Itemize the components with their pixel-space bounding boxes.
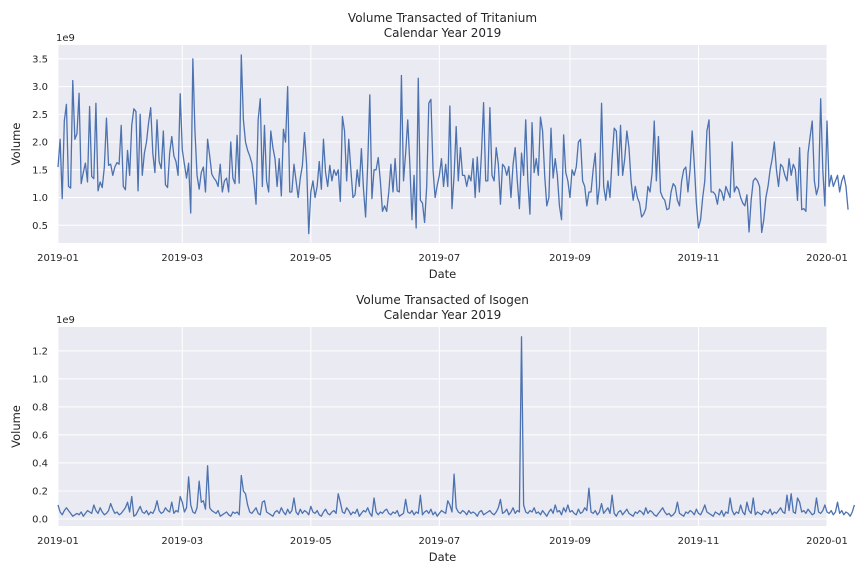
y-axis-offset-label: 1e9: [56, 33, 75, 44]
x-tick-labels: 2019-01 2019-03 2019-05 2019-07 2019-09 2019-…: [37, 536, 848, 547]
x-tick-label: 2019-05: [290, 536, 332, 547]
y-tick-labels: 0.5 1.0 1.5 2.0 2.5 3.0 3.5: [32, 54, 48, 231]
x-tick-label: 2019-11: [678, 253, 720, 264]
y-tick-label: 1.0: [32, 193, 48, 204]
y-tick-label: 1.0: [32, 374, 48, 385]
y-axis-offset-label: 1e9: [56, 315, 75, 326]
y-tick-label: 1.5: [32, 165, 48, 176]
x-axis-label: Date: [429, 267, 457, 281]
grid-lines: [57, 327, 828, 526]
x-tick-label: 2019-07: [418, 536, 460, 547]
x-tick-label: 2019-09: [549, 536, 591, 547]
chart-tritanium: Volume Transacted of Tritanium Calendar …: [9, 11, 849, 281]
plot-area: [58, 45, 827, 243]
chart-title: Volume Transacted of Isogen: [356, 293, 529, 307]
y-tick-label: 0.4: [32, 458, 48, 469]
y-tick-label: 0.6: [32, 430, 48, 441]
y-tick-label: 3.5: [32, 54, 48, 65]
chart-title: Volume Transacted of Tritanium: [348, 11, 537, 25]
x-tick-label: 2019-01: [37, 536, 79, 547]
plot-area: [58, 327, 827, 526]
y-tick-label: 0.8: [32, 402, 48, 413]
x-tick-labels: 2019-01 2019-03 2019-05 2019-07 2019-09 2019-…: [37, 253, 848, 264]
y-tick-label: 1.2: [32, 346, 48, 357]
chart-subtitle: Calendar Year 2019: [384, 308, 502, 322]
x-tick-label: 2020-01: [806, 253, 848, 264]
x-tick-label: 2019-11: [678, 536, 720, 547]
y-tick-label: 2.0: [32, 138, 48, 149]
y-axis-label: Volume: [9, 405, 23, 448]
x-tick-label: 2019-09: [549, 253, 591, 264]
x-axis-label: Date: [429, 550, 457, 564]
x-tick-label: 2019-03: [161, 253, 203, 264]
y-tick-label: 0.0: [32, 514, 48, 525]
chart-subtitle: Calendar Year 2019: [384, 26, 502, 40]
y-tick-labels: 0.0 0.2 0.4 0.6 0.8 1.0 1.2: [32, 346, 48, 525]
x-tick-label: 2019-01: [37, 253, 79, 264]
x-tick-label: 2019-07: [418, 253, 460, 264]
series-line-isogen: [57, 336, 856, 517]
chart-isogen: Volume Transacted of Isogen Calendar Yea…: [9, 293, 856, 564]
y-axis-label: Volume: [9, 123, 23, 166]
grid-lines: [57, 45, 828, 243]
x-tick-label: 2020-01: [806, 536, 848, 547]
y-tick-label: 3.0: [32, 82, 48, 93]
x-tick-label: 2019-03: [161, 536, 203, 547]
x-tick-label: 2019-05: [290, 253, 332, 264]
series-line-tritanium: [57, 54, 849, 235]
y-tick-label: 0.2: [32, 486, 48, 497]
y-tick-label: 0.5: [32, 221, 48, 232]
y-tick-label: 2.5: [32, 110, 48, 121]
